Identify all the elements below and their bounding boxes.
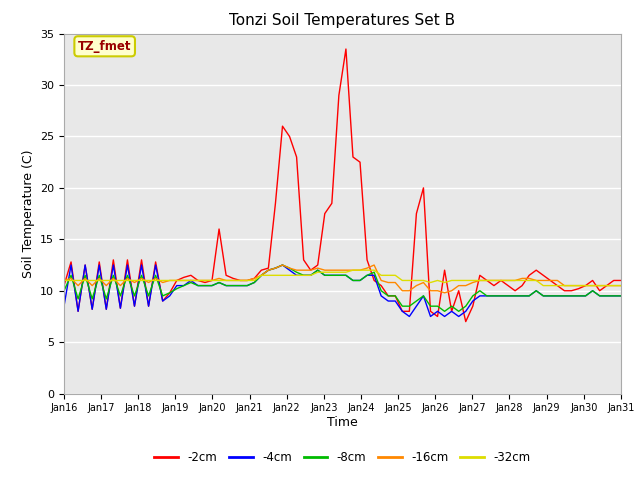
Text: TZ_fmet: TZ_fmet bbox=[78, 40, 131, 53]
Legend: -2cm, -4cm, -8cm, -16cm, -32cm: -2cm, -4cm, -8cm, -16cm, -32cm bbox=[150, 446, 535, 469]
Y-axis label: Soil Temperature (C): Soil Temperature (C) bbox=[22, 149, 35, 278]
Title: Tonzi Soil Temperatures Set B: Tonzi Soil Temperatures Set B bbox=[229, 13, 456, 28]
X-axis label: Time: Time bbox=[327, 416, 358, 429]
